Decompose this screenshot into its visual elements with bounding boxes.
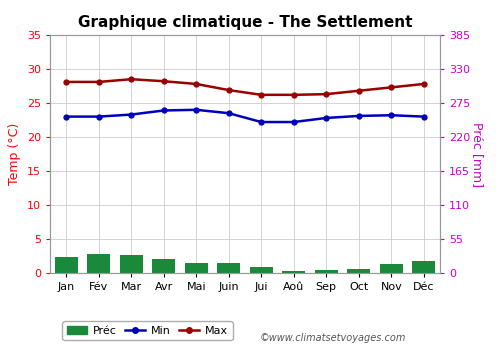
Bar: [282, 271, 305, 273]
Bar: [120, 255, 142, 273]
Y-axis label: Temp (°C): Temp (°C): [8, 123, 22, 185]
Bar: [88, 254, 110, 273]
Bar: [185, 263, 208, 273]
Bar: [380, 265, 402, 273]
Legend: Préc, Min, Max: Préc, Min, Max: [62, 321, 232, 340]
Bar: [152, 259, 175, 273]
Y-axis label: Préc [mm]: Préc [mm]: [471, 121, 484, 187]
Bar: [412, 261, 435, 273]
Bar: [348, 270, 370, 273]
Title: Graphique climatique - The Settlement: Graphique climatique - The Settlement: [78, 15, 412, 30]
Text: ©www.climatsetvoyages.com: ©www.climatsetvoyages.com: [260, 333, 406, 343]
Bar: [218, 264, 240, 273]
Bar: [250, 267, 272, 273]
Bar: [315, 270, 338, 273]
Bar: [55, 257, 78, 273]
